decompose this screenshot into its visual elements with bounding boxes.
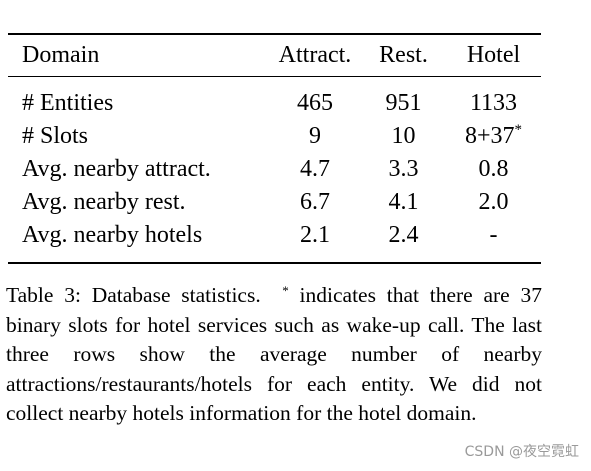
cell-attract-value: 6.7 — [300, 189, 330, 215]
table-grid: Domain Attract. Rest. Hotel — [8, 35, 541, 76]
cell-rest-value: 4.1 — [388, 189, 419, 215]
header-row: Domain Attract. Rest. Hotel — [8, 35, 541, 76]
table-row: Avg. nearby hotels 2.1 2.4 - — [8, 219, 541, 252]
cell-hotel: 0.8 — [446, 153, 541, 186]
row-label: # Slots — [8, 120, 269, 153]
cell-hotel: 8+37* — [446, 120, 541, 153]
table-row: Avg. nearby rest. 6.7 4.1 2.0 — [8, 186, 541, 219]
row-label-value: # Entities — [22, 90, 114, 116]
top-rule — [8, 33, 541, 35]
cell-hotel-value: 8+37 — [464, 123, 515, 149]
row-label-value: Avg. nearby rest. — [22, 189, 186, 215]
header-rule — [8, 76, 541, 77]
table-caption: Table 3: Database statistics. * indicate… — [6, 281, 542, 429]
row-label: Avg. nearby rest. — [8, 186, 269, 219]
row-label: Avg. nearby attract. — [8, 153, 269, 186]
row-label: Avg. nearby hotels — [8, 219, 269, 252]
table-row: Avg. nearby attract. 4.7 3.3 0.8 — [8, 153, 541, 186]
caption-star: * — [282, 283, 289, 298]
cell-attract: 6.7 — [269, 186, 361, 219]
cell-rest-value: 3.3 — [388, 156, 419, 182]
row-label-value: # Slots — [22, 123, 89, 149]
cell-attract-value: 9 — [309, 123, 321, 149]
cell-hotel: 2.0 — [446, 186, 541, 219]
cell-hotel-value: 2.0 — [478, 189, 509, 215]
header-attract: Attract. — [278, 42, 352, 68]
cell-hotel-value: 0.8 — [478, 156, 509, 182]
caption-prefix: Table 3: Database statistics. — [6, 283, 261, 307]
caption-text: indicates that there are 37 binary slots… — [6, 283, 542, 425]
cell-rest: 4.1 — [361, 186, 446, 219]
table-row: # Entities 465 951 1133 — [8, 87, 541, 120]
cell-attract: 465 — [269, 87, 361, 120]
cell-attract-value: 465 — [297, 90, 333, 116]
cell-attract: 2.1 — [269, 219, 361, 252]
hotel-footnote-star: * — [514, 122, 523, 138]
cell-rest: 951 — [361, 87, 446, 120]
cell-hotel-value: 1133 — [469, 90, 518, 116]
cell-rest-value: 951 — [385, 90, 422, 116]
cell-attract: 9 — [269, 120, 361, 153]
header-domain: Domain — [22, 42, 100, 68]
cell-hotel: - — [446, 219, 541, 252]
cell-rest-value: 10 — [391, 123, 416, 149]
statistics-table: Domain Attract. Rest. Hotel # Entities 46… — [8, 33, 541, 264]
table-row: # Slots 9 10 8+37* — [8, 120, 541, 153]
row-label-value: Avg. nearby hotels — [22, 222, 203, 248]
cell-rest-value: 2.4 — [388, 222, 419, 248]
cell-attract-value: 4.7 — [300, 156, 330, 182]
cell-hotel-value: - — [489, 222, 498, 248]
watermark: CSDN @夜空霓虹 — [464, 444, 579, 460]
cell-rest: 2.4 — [361, 219, 446, 252]
cell-rest: 3.3 — [361, 153, 446, 186]
header-rest: Rest. — [379, 42, 428, 68]
row-label-value: Avg. nearby attract. — [22, 156, 211, 182]
cell-attract: 4.7 — [269, 153, 361, 186]
bottom-rule — [8, 262, 541, 264]
row-label: # Entities — [8, 87, 269, 120]
cell-hotel: 1133 — [446, 87, 541, 120]
table-body: # Entities 465 951 1133 # Slots 9 10 8+37* Avg. … — [8, 77, 541, 262]
cell-rest: 10 — [361, 120, 446, 153]
cell-attract-value: 2.1 — [300, 222, 330, 248]
header-hotel: Hotel — [466, 42, 521, 68]
